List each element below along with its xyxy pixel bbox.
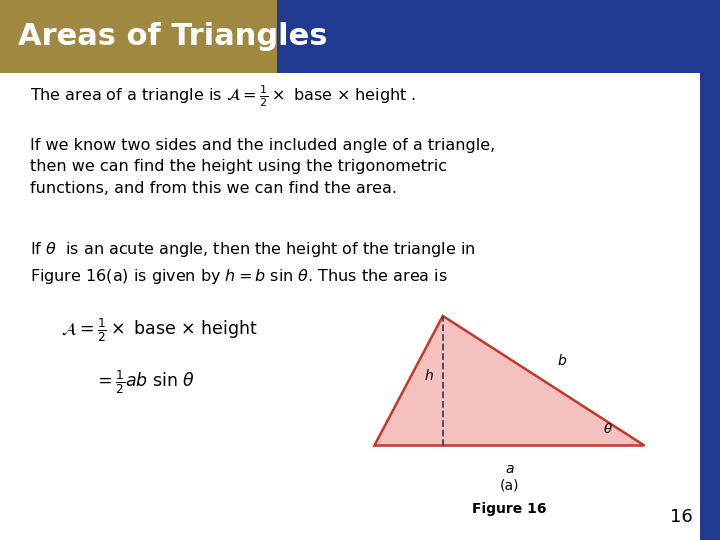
Text: $= \frac{1}{2}ab$ sin $\theta$: $= \frac{1}{2}ab$ sin $\theta$ — [94, 368, 194, 396]
Text: 16: 16 — [670, 509, 693, 526]
Text: $h$: $h$ — [424, 368, 434, 383]
Text: $b$: $b$ — [557, 353, 567, 368]
Bar — [0, 0, 277, 73]
Text: $a$: $a$ — [505, 462, 514, 476]
Text: Areas of Triangles: Areas of Triangles — [18, 22, 328, 51]
Text: (a): (a) — [500, 479, 519, 493]
Text: If we know two sides and the included angle of a triangle,
then we can find the : If we know two sides and the included an… — [30, 138, 495, 196]
Text: $\mathcal{A} = \frac{1}{2}\times$ base $\times$ height: $\mathcal{A} = \frac{1}{2}\times$ base $… — [61, 316, 258, 343]
Polygon shape — [374, 316, 644, 446]
Text: If $\theta$  is an acute angle, then the height of the triangle in
Figure 16(a) : If $\theta$ is an acute angle, then the … — [30, 240, 476, 286]
Bar — [277, 0, 720, 73]
Text: $\theta$: $\theta$ — [603, 422, 613, 436]
Text: Figure 16: Figure 16 — [472, 502, 546, 516]
Bar — [700, 73, 720, 540]
Text: The area of a triangle is $\mathcal{A} = \frac{1}{2}\times$ base $\times$ height: The area of a triangle is $\mathcal{A} =… — [30, 84, 417, 110]
